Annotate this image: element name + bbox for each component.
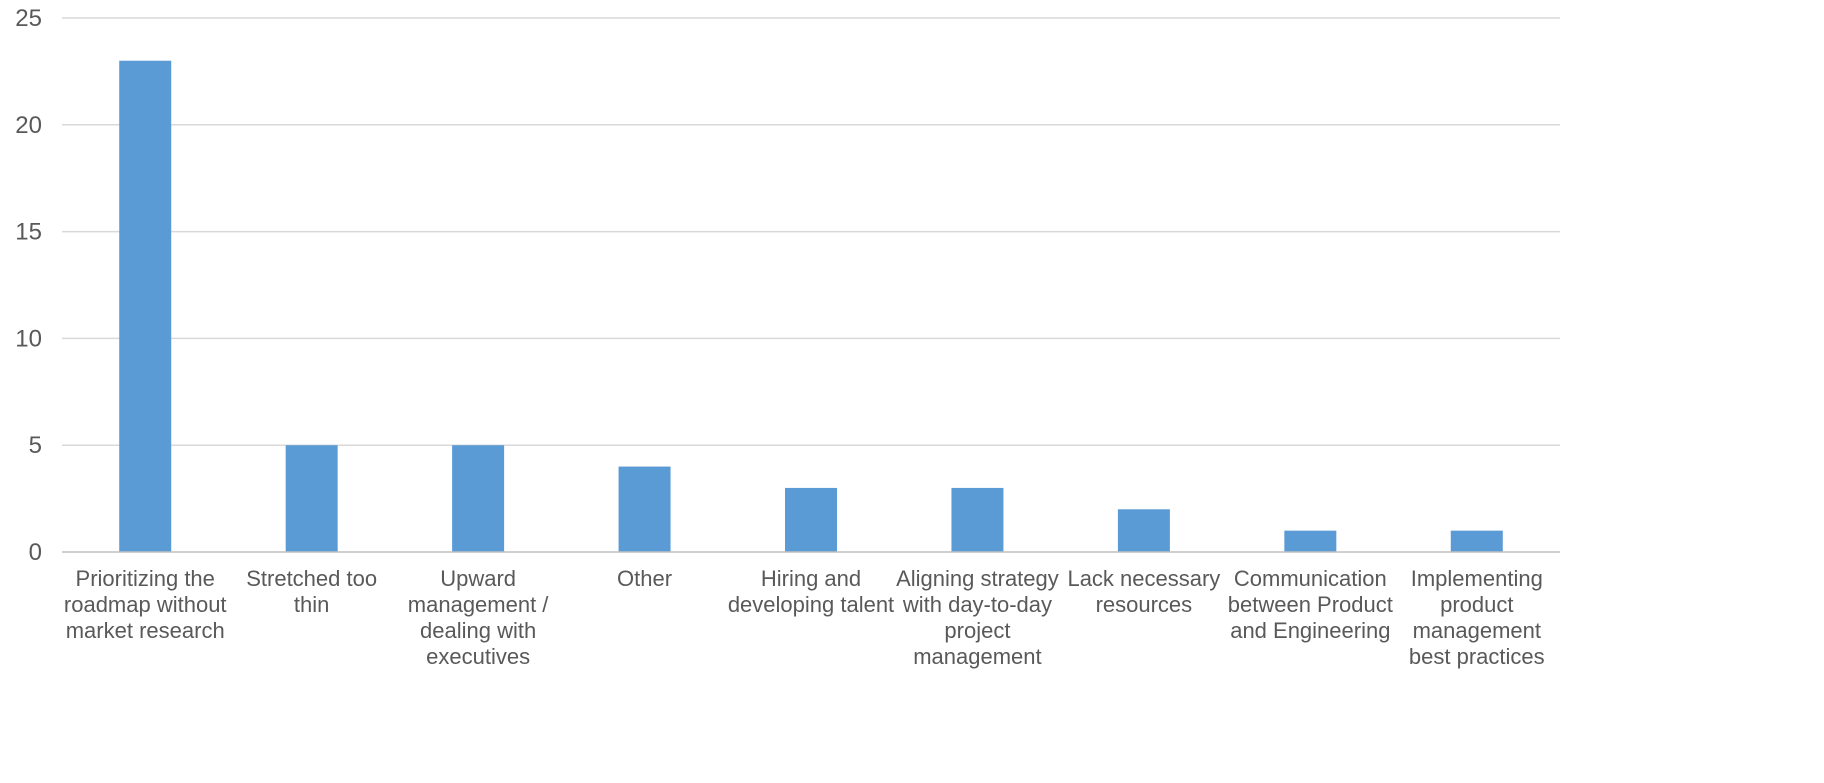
bar: [285, 445, 338, 552]
bars: [119, 60, 1503, 552]
bar: [785, 487, 837, 552]
bar: [1117, 509, 1170, 552]
y-tick-label: 20: [15, 112, 42, 139]
y-tick-label: 5: [29, 432, 42, 459]
bar: [1450, 530, 1503, 552]
category-label: Aligning strategy with day-to-day project m…: [896, 566, 1059, 669]
y-axis-tick-labels: 0 5 10 15 20 25: [15, 5, 42, 566]
category-label: Implementing product management best practi…: [1409, 566, 1545, 669]
bar: [1284, 530, 1337, 552]
y-tick-label: 15: [15, 219, 42, 246]
category-label: Hiring and developing talent: [728, 566, 894, 617]
bar: [452, 445, 505, 552]
category-label: Lack necessary resources: [1067, 566, 1220, 617]
bar: [951, 487, 1004, 552]
y-tick-label: 0: [29, 539, 42, 566]
y-tick-label: 25: [15, 5, 42, 32]
category-labels: Prioritizing the roadmap without market re…: [64, 566, 1545, 669]
gridlines: [62, 17, 1560, 446]
bar: [119, 60, 172, 552]
bar: [618, 466, 671, 552]
y-tick-label: 10: [15, 325, 42, 352]
category-label: Other: [617, 566, 672, 591]
category-label: Communication between Product and Engineer…: [1228, 566, 1393, 643]
category-label: Stretched too thin: [246, 566, 377, 617]
category-label: Upward management / dealing with executives: [408, 566, 550, 669]
category-label: Prioritizing the roadmap without market re…: [64, 566, 227, 643]
